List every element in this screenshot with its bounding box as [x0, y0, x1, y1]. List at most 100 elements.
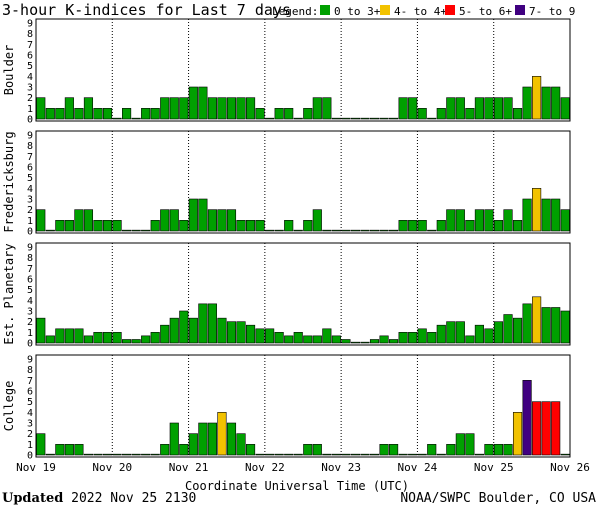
- k-index-bar: [245, 220, 256, 232]
- k-index-bar: [274, 108, 284, 120]
- k-index-bar: [141, 229, 151, 232]
- k-index-bar: [369, 117, 380, 120]
- k-index-bar: [541, 198, 551, 232]
- updated-value: 2022 Nov 25 2130: [71, 491, 197, 506]
- k-index-bar: [322, 229, 332, 232]
- k-index-bar: [350, 453, 361, 456]
- y-tick-label: 3: [27, 195, 33, 206]
- k-index-bar: [560, 209, 570, 232]
- k-index-bar: [474, 453, 484, 456]
- y-tick-label: 2: [27, 93, 33, 104]
- k-index-bar: [360, 453, 370, 456]
- k-index-bar: [532, 401, 542, 456]
- k-index-bar: [217, 412, 227, 456]
- y-tick-label: 2: [27, 205, 33, 216]
- k-index-bar: [112, 220, 122, 232]
- k-index-bar: [293, 453, 303, 456]
- k-index-bar: [408, 332, 418, 344]
- k-index-bar: [350, 229, 361, 232]
- panels: 0123456789Boulder0123456789Fredericksbur…: [2, 18, 590, 474]
- k-index-bar: [417, 328, 427, 344]
- y-tick-label: 8: [27, 365, 33, 376]
- y-tick-label: 8: [27, 253, 33, 264]
- k-index-bar: [331, 117, 341, 120]
- k-index-bar: [455, 433, 465, 456]
- k-index-bar: [255, 328, 265, 344]
- k-index-bar: [474, 209, 484, 232]
- k-index-bar: [36, 97, 46, 120]
- k-index-bar: [188, 86, 198, 120]
- k-index-bar: [398, 453, 408, 456]
- y-tick-label: 7: [27, 40, 33, 51]
- legend-label: Legend:: [272, 5, 318, 18]
- k-index-bar: [265, 117, 275, 120]
- k-index-bar: [551, 307, 561, 344]
- y-tick-label: 7: [27, 264, 33, 275]
- k-index-bar: [303, 444, 313, 456]
- k-index-bar: [131, 339, 141, 344]
- k-index-bar: [122, 229, 132, 232]
- k-index-bar: [398, 332, 408, 344]
- x-tick-label: Nov 25: [474, 461, 514, 474]
- k-index-bar: [150, 220, 160, 232]
- k-index-bar: [532, 188, 542, 232]
- k-index-bar: [83, 453, 94, 456]
- k-index-bar: [541, 307, 551, 344]
- k-index-bar: [131, 229, 141, 232]
- y-tick-label: 7: [27, 376, 33, 387]
- k-index-bar: [350, 341, 361, 344]
- k-index-bar: [427, 117, 437, 120]
- k-index-bar: [522, 86, 532, 120]
- k-index-bar: [503, 97, 513, 120]
- k-index-bar: [198, 86, 208, 120]
- y-tick-label: 9: [27, 355, 33, 366]
- y-tick-label: 6: [27, 163, 33, 174]
- k-index-bar: [169, 422, 179, 456]
- k-index-bar: [503, 314, 513, 344]
- k-index-bar: [236, 321, 246, 344]
- y-axis-label: Est. Planetary: [2, 243, 16, 344]
- k-index-bar: [551, 86, 561, 120]
- k-index-bar: [522, 380, 532, 456]
- k-index-bar: [484, 97, 494, 120]
- x-tick-label: Nov 24: [398, 461, 438, 474]
- y-tick-label: 0: [27, 115, 33, 126]
- k-index-bar: [331, 229, 341, 232]
- k-index-bar: [217, 317, 227, 344]
- k-index-bar: [74, 328, 84, 344]
- k-index-bar: [493, 97, 504, 120]
- k-index-bar: [369, 339, 380, 344]
- legend-swatch: [380, 5, 390, 15]
- legend-entry-label: 4- to 4+: [394, 5, 447, 18]
- y-tick-label: 3: [27, 307, 33, 318]
- k-index-bar: [64, 328, 74, 344]
- k-index-bar: [503, 444, 513, 456]
- k-index-bar: [493, 321, 504, 344]
- k-index-bar: [36, 209, 46, 232]
- footer-source: NOAA/SWPC Boulder, CO USA: [400, 491, 596, 506]
- y-tick-label: 9: [27, 19, 33, 30]
- k-index-bar: [179, 444, 189, 456]
- k-index-bar: [83, 335, 94, 344]
- k-index-bar: [532, 76, 542, 120]
- k-index-bar: [551, 198, 561, 232]
- k-index-bar: [293, 229, 303, 232]
- k-index-bar: [455, 321, 465, 344]
- k-index-bar: [112, 332, 122, 344]
- k-index-bar: [312, 444, 322, 456]
- k-index-bar: [245, 97, 256, 120]
- k-index-bar: [474, 324, 484, 344]
- k-index-bar: [484, 209, 494, 232]
- y-tick-label: 9: [27, 243, 33, 254]
- updated-label: Updated: [2, 491, 64, 506]
- k-index-bar: [284, 335, 294, 344]
- k-index-bar: [169, 317, 179, 344]
- k-index-bar: [341, 339, 351, 344]
- k-index-bar: [83, 97, 94, 120]
- k-index-bar: [245, 324, 256, 344]
- k-index-bar: [265, 328, 275, 344]
- k-index-bar: [331, 453, 341, 456]
- k-index-bar: [312, 335, 322, 344]
